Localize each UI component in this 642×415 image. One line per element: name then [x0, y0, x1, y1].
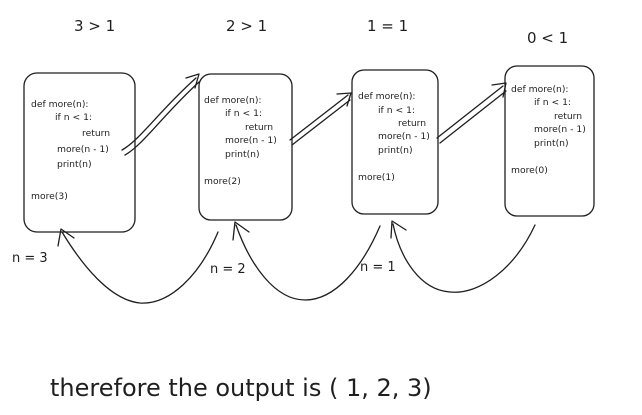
frame-4-code-line: print(n) [534, 138, 569, 149]
frame-2-code-line: print(n) [225, 149, 260, 160]
frame-3-comparison: 1 = 1 [367, 17, 408, 35]
frame-4-code-line: if n < 1: [534, 97, 571, 108]
frame-3-code-line: more(1) [358, 172, 395, 183]
call-arrow-1-to-2 [121, 73, 200, 156]
frame-1-code-line: if n < 1: [55, 112, 92, 123]
frame-3-code-line: if n < 1: [378, 105, 415, 116]
frame-1-code-line: print(n) [57, 159, 92, 170]
frame-3-code-line: print(n) [378, 145, 413, 156]
call-frame-4: def more(n): if n < 1: return more(n - 1… [504, 65, 595, 217]
frame-1-code-line: return [82, 128, 110, 139]
return-label-n3: n = 3 [12, 251, 48, 266]
frame-2-code-line: return [245, 122, 273, 133]
frame-4-comparison: 0 < 1 [527, 29, 568, 47]
call-arrow-2-to-3 [289, 92, 352, 146]
frame-4-code-line: more(n - 1) [534, 124, 586, 135]
conclusion-text: therefore the output is ( 1, 2, 3) [50, 374, 432, 402]
return-arrow-4-to-3 [390, 220, 536, 293]
return-arrow-2-to-1 [57, 228, 219, 304]
call-frame-4-box [504, 65, 595, 217]
frame-2-comparison: 2 > 1 [226, 17, 267, 35]
frame-2-code-line: def more(n): [204, 95, 262, 106]
call-frame-1-box [23, 72, 136, 233]
frame-4-code-line: def more(n): [511, 84, 569, 95]
frame-1-code-line: more(n - 1) [57, 144, 109, 155]
frame-4-code-line: more(0) [511, 165, 548, 176]
call-frame-2-box [198, 73, 293, 221]
frame-1-code-line: more(3) [31, 191, 68, 202]
frame-1-code-line: def more(n): [31, 99, 89, 110]
frame-4-code-line: return [554, 111, 582, 122]
call-frame-2: def more(n): if n < 1: return more(n - 1… [198, 73, 293, 221]
frame-3-code-line: def more(n): [358, 91, 416, 102]
frame-3-code-line: return [398, 118, 426, 129]
frame-2-code-line: if n < 1: [225, 108, 262, 119]
frame-2-code-line: more(2) [204, 176, 241, 187]
call-frame-1: def more(n): if n < 1: return more(n - 1… [23, 72, 136, 233]
call-frame-3-box [351, 69, 439, 215]
frame-1-comparison: 3 > 1 [74, 17, 115, 35]
frame-3-code-line: more(n - 1) [378, 131, 430, 142]
call-arrow-3-to-4 [436, 82, 507, 144]
return-label-n2: n = 2 [210, 262, 246, 277]
return-label-n1: n = 1 [360, 260, 396, 275]
call-frame-3: def more(n): if n < 1: return more(n - 1… [351, 69, 439, 215]
frame-2-code-line: more(n - 1) [225, 135, 277, 146]
return-arrow-3-to-2 [232, 221, 381, 301]
